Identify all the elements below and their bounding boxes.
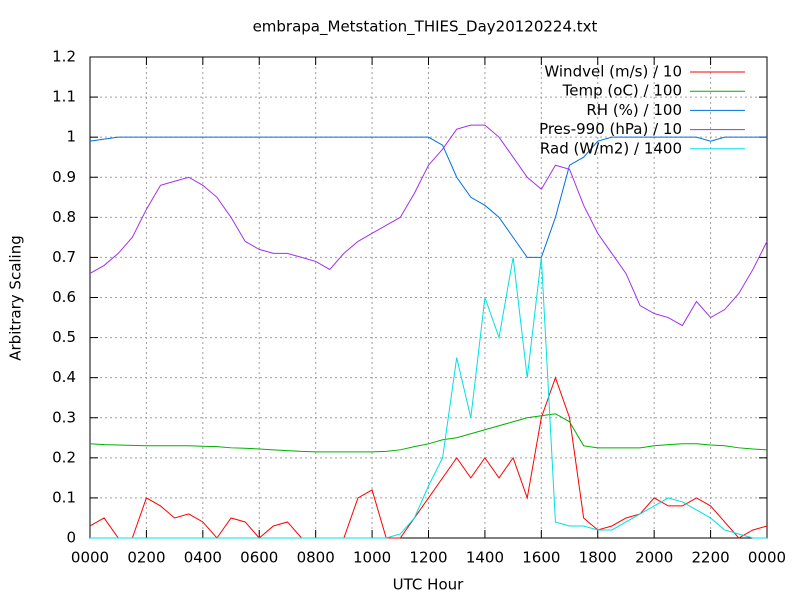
y-tick-label: 0.8 — [52, 208, 76, 226]
x-tick-label: 1200 — [409, 549, 447, 567]
x-axis-label: UTC Hour — [393, 576, 464, 594]
legend-label: Rad (W/m2) / 1400 — [540, 139, 682, 157]
y-tick-label: 0.9 — [52, 168, 76, 186]
x-tick-label: 0000 — [748, 549, 786, 567]
y-tick-label: 1.2 — [52, 48, 76, 66]
legend-label: Pres-990 (hPa) / 10 — [539, 120, 682, 138]
legend-label: Windvel (m/s) / 10 — [544, 63, 682, 81]
x-tick-label: 1800 — [579, 549, 617, 567]
x-tick-label: 1400 — [466, 549, 504, 567]
x-tick-label: 0000 — [71, 549, 109, 567]
x-tick-label: 0800 — [297, 549, 335, 567]
series-line — [90, 257, 767, 539]
y-tick-label: 0.2 — [52, 448, 76, 466]
x-tick-label: 2000 — [635, 549, 673, 567]
series-line — [89, 413, 768, 453]
legend-label: RH (%) / 100 — [586, 101, 682, 119]
legend-label: Temp (oC) / 100 — [562, 82, 682, 100]
y-tick-label: 0 — [66, 529, 76, 547]
series-line — [89, 124, 768, 327]
plot-border — [89, 56, 768, 539]
chart-title: embrapa_Metstation_THIES_Day20120224.txt — [253, 18, 598, 37]
series-line — [89, 136, 767, 258]
x-tick-label: 1600 — [522, 549, 560, 567]
y-tick-label: 1 — [66, 128, 76, 146]
y-tick-label: 0.1 — [52, 488, 76, 506]
y-tick-label: 0.5 — [52, 328, 76, 346]
x-tick-label: 2200 — [691, 549, 729, 567]
y-tick-label: 0.4 — [52, 368, 76, 386]
x-tick-label: 0600 — [240, 549, 278, 567]
y-tick-label: 0.6 — [52, 288, 76, 306]
x-tick-label: 0400 — [184, 549, 222, 567]
y-tick-label: 0.3 — [52, 408, 76, 426]
series-line — [89, 376, 768, 539]
x-tick-label: 1000 — [353, 549, 391, 567]
y-axis-label: Arbitrary Scaling — [7, 235, 25, 361]
x-tick-label: 0200 — [127, 549, 165, 567]
y-tick-label: 1.1 — [52, 88, 76, 106]
y-tick-label: 0.7 — [52, 248, 76, 266]
